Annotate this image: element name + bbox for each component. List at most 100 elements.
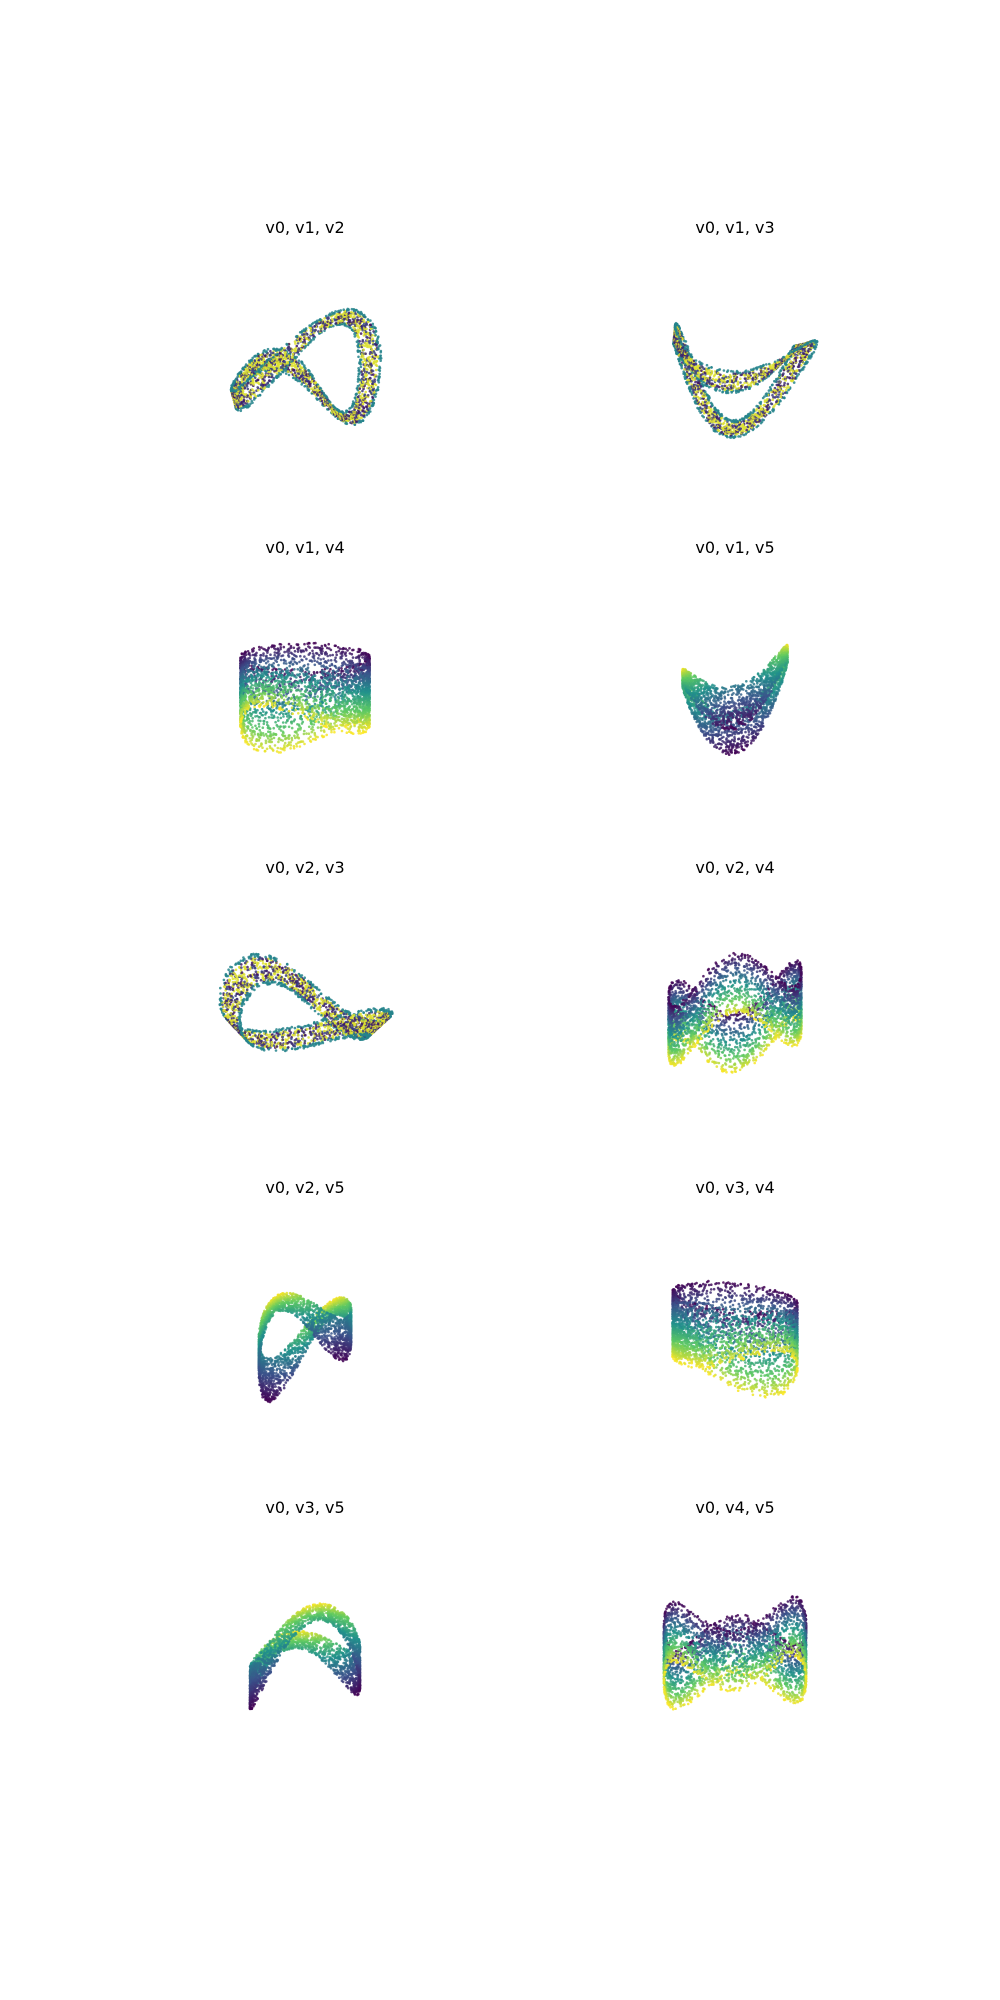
scatter-point (696, 381, 700, 385)
scatter-point (364, 390, 367, 394)
scatter-point (717, 412, 721, 415)
scatter-point (359, 419, 362, 422)
scatter-point (735, 423, 738, 426)
scatter-point (298, 331, 302, 334)
scatter-point (752, 408, 756, 411)
scatter-point (728, 418, 732, 422)
scatter-point (767, 389, 771, 392)
scatter-point (269, 358, 272, 361)
scatter-point (347, 311, 351, 315)
scatter-point (732, 427, 736, 431)
scatter-point (255, 357, 259, 360)
scatter-point (688, 353, 691, 356)
scatter-point (360, 413, 363, 417)
scatter-point (345, 409, 348, 413)
scatter-point (350, 321, 354, 324)
scatter-point (283, 360, 286, 364)
scatter-point (376, 355, 380, 358)
scatter-point (358, 387, 362, 390)
scatter-point (296, 341, 300, 345)
scatter-point (743, 377, 747, 380)
scatter-point (241, 389, 245, 393)
scatter-point (344, 421, 348, 424)
scatter-point (257, 388, 260, 392)
scatter-point (740, 417, 744, 420)
scatter-point (760, 375, 763, 379)
scatter-point (372, 339, 375, 343)
scatter-point (737, 435, 740, 438)
scatter-point (242, 398, 246, 401)
scatter-point (263, 386, 267, 389)
scatter-points (229, 307, 383, 426)
scatter-point (358, 390, 361, 394)
scatter-point (235, 392, 239, 396)
scatter-point (299, 335, 302, 338)
scatter-point (294, 335, 298, 338)
scatter-point (803, 343, 807, 346)
scatter-point (779, 369, 782, 372)
scatter-point (373, 357, 376, 360)
scatter-point (357, 330, 360, 334)
scatter-point (256, 352, 260, 356)
scatter-point (787, 388, 790, 392)
scatter-point (280, 346, 283, 350)
scatter-point (763, 399, 767, 402)
scatter-point (677, 335, 680, 339)
scatter-point (705, 405, 709, 408)
scatter-point (361, 402, 365, 405)
scatter-point (281, 370, 285, 373)
scatter-point (252, 381, 255, 384)
scatter-point (772, 396, 775, 399)
scatter-point (718, 424, 722, 428)
scatter-point (262, 366, 266, 369)
scatter-point (245, 384, 249, 388)
scatter-point (274, 375, 278, 378)
scatter-point (708, 396, 711, 400)
scatter-point (736, 380, 740, 384)
scatter-point (793, 357, 797, 360)
scatter-point (370, 373, 373, 376)
scatter-point (296, 379, 300, 383)
scatter-point (374, 373, 377, 377)
scatter-point (693, 400, 697, 404)
scatter-point (336, 310, 339, 313)
scatter-point (327, 316, 330, 319)
scatter-point (318, 325, 322, 329)
scatter-point (694, 362, 698, 365)
scatter-point (379, 359, 382, 362)
scatter-point (797, 373, 800, 376)
scatter-point (378, 344, 382, 347)
scatter-point (357, 367, 360, 370)
scatter-point (266, 347, 270, 351)
scatter-point (266, 381, 270, 385)
scatter-point (761, 418, 764, 421)
scatter-point (312, 377, 316, 380)
scatter-point (262, 381, 266, 385)
scatter-point (756, 411, 760, 415)
scatter-point (754, 366, 758, 370)
scatter-point (247, 400, 250, 403)
scatter-point (368, 331, 372, 335)
scatter-point (278, 358, 282, 361)
scatter-point (334, 310, 337, 313)
scatter-point (256, 372, 259, 375)
scatter-point (285, 366, 288, 370)
scatter-point (364, 330, 368, 334)
scatter-point (294, 360, 298, 363)
scatter-point (257, 359, 260, 362)
scatter-point (800, 345, 803, 348)
scatter-point (747, 370, 750, 373)
scatter-point (362, 375, 365, 378)
scatter-point (778, 388, 781, 392)
scatter-point (279, 366, 283, 369)
scatter-point (373, 382, 377, 386)
scatter-point (351, 400, 355, 403)
scatter-point (253, 355, 256, 358)
scatter-point (364, 399, 367, 402)
scatter-point (809, 340, 813, 343)
scatter-point (756, 382, 759, 386)
scatter-point (374, 326, 377, 330)
scatter-point (355, 392, 359, 396)
scatter-point (291, 355, 294, 358)
scatter-point (365, 373, 369, 377)
